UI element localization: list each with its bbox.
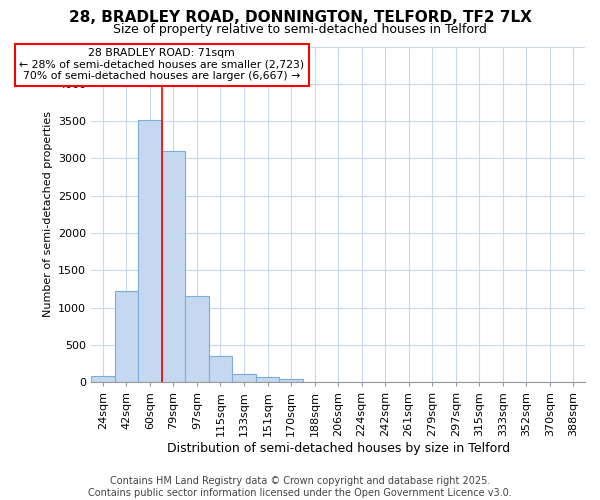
Bar — [138, 120, 161, 382]
Bar — [256, 378, 279, 382]
X-axis label: Distribution of semi-detached houses by size in Telford: Distribution of semi-detached houses by … — [167, 442, 509, 455]
Text: Size of property relative to semi-detached houses in Telford: Size of property relative to semi-detach… — [113, 22, 487, 36]
Y-axis label: Number of semi-detached properties: Number of semi-detached properties — [43, 112, 53, 318]
Bar — [209, 356, 232, 382]
Text: 28, BRADLEY ROAD, DONNINGTON, TELFORD, TF2 7LX: 28, BRADLEY ROAD, DONNINGTON, TELFORD, T… — [68, 10, 532, 25]
Bar — [232, 374, 256, 382]
Bar — [161, 151, 185, 382]
Bar — [115, 292, 138, 382]
Text: 28 BRADLEY ROAD: 71sqm
← 28% of semi-detached houses are smaller (2,723)
70% of : 28 BRADLEY ROAD: 71sqm ← 28% of semi-det… — [19, 48, 304, 81]
Bar — [279, 379, 303, 382]
Bar — [185, 296, 209, 382]
Text: Contains HM Land Registry data © Crown copyright and database right 2025.
Contai: Contains HM Land Registry data © Crown c… — [88, 476, 512, 498]
Bar — [91, 376, 115, 382]
